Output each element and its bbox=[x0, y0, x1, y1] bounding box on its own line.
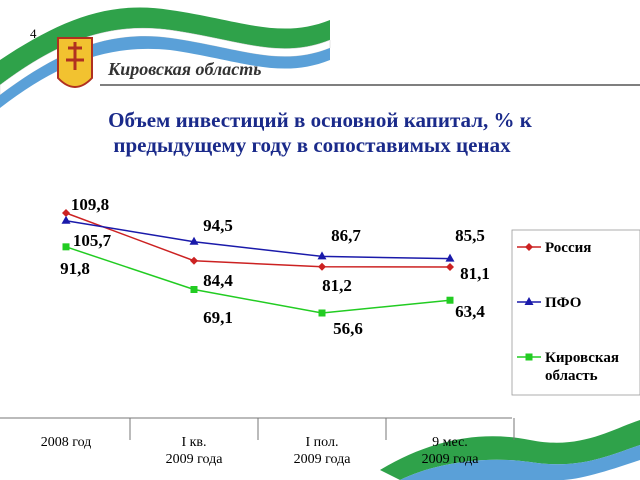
marker bbox=[62, 209, 70, 217]
value-label: 86,7 bbox=[331, 226, 361, 245]
x-tick-label: 2008 год bbox=[41, 435, 92, 450]
marker bbox=[318, 309, 326, 317]
value-label: 84,4 bbox=[203, 271, 233, 290]
x-tick-label: I пол. 2009 года bbox=[294, 435, 352, 467]
marker bbox=[445, 253, 455, 262]
marker bbox=[525, 353, 533, 361]
header: Кировская область bbox=[107, 59, 261, 79]
x-tick-label: I кв. 2009 года bbox=[166, 435, 224, 467]
page-number: 4 bbox=[30, 26, 37, 41]
value-label: 91,8 bbox=[60, 259, 90, 278]
x-tick-label: 9 мес. 2009 года bbox=[422, 435, 480, 467]
ribbon bbox=[380, 420, 640, 480]
value-label: 63,4 bbox=[455, 302, 485, 321]
series-line bbox=[65, 212, 451, 268]
marker bbox=[61, 215, 71, 224]
series-line bbox=[65, 219, 451, 260]
marker bbox=[524, 297, 534, 305]
chart-title: Объем инвестиций в основной капитал, % к… bbox=[108, 108, 533, 157]
marker bbox=[446, 296, 454, 304]
series-line bbox=[65, 246, 451, 314]
marker bbox=[189, 236, 199, 245]
value-label: 69,1 bbox=[203, 308, 233, 327]
marker bbox=[525, 243, 533, 251]
value-label: 81,1 bbox=[460, 264, 490, 283]
value-label: 109,8 bbox=[71, 195, 109, 214]
legend-box bbox=[511, 229, 640, 396]
legend-label: Россия bbox=[545, 240, 591, 256]
value-label: 81,2 bbox=[322, 276, 352, 295]
legend-label: Кировская область bbox=[545, 350, 619, 384]
value-label: 105,7 bbox=[73, 231, 112, 250]
ribbon bbox=[0, 7, 330, 85]
coat-of-arms-detail bbox=[66, 42, 84, 70]
marker bbox=[190, 286, 198, 294]
marker bbox=[446, 262, 454, 271]
ribbon bbox=[400, 445, 640, 480]
marker bbox=[190, 256, 198, 265]
marker bbox=[317, 251, 327, 260]
marker bbox=[62, 243, 70, 251]
value-label: 85,5 bbox=[455, 226, 485, 245]
legend-label: ПФО bbox=[545, 295, 581, 311]
value-label: 56,6 bbox=[333, 319, 363, 338]
marker bbox=[318, 262, 326, 271]
value-label: 94,5 bbox=[203, 216, 233, 235]
